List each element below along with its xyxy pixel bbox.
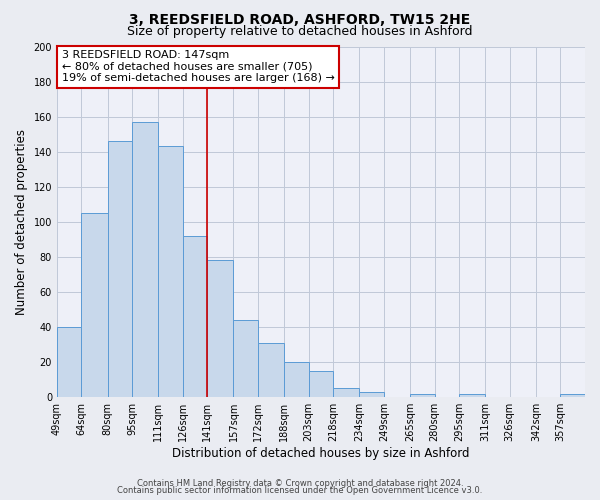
Bar	[284, 362, 308, 397]
Text: Contains public sector information licensed under the Open Government Licence v3: Contains public sector information licen…	[118, 486, 482, 495]
Bar	[107, 141, 132, 397]
Text: 3 REEDSFIELD ROAD: 147sqm
← 80% of detached houses are smaller (705)
19% of semi: 3 REEDSFIELD ROAD: 147sqm ← 80% of detac…	[62, 50, 335, 83]
Bar	[132, 122, 158, 397]
Y-axis label: Number of detached properties: Number of detached properties	[15, 129, 28, 315]
Bar	[258, 343, 284, 397]
X-axis label: Distribution of detached houses by size in Ashford: Distribution of detached houses by size …	[172, 447, 470, 460]
Text: Size of property relative to detached houses in Ashford: Size of property relative to detached ho…	[127, 25, 473, 38]
Bar	[82, 213, 107, 397]
Bar	[560, 394, 585, 397]
Bar	[158, 146, 183, 397]
Bar	[459, 394, 485, 397]
Text: Contains HM Land Registry data © Crown copyright and database right 2024.: Contains HM Land Registry data © Crown c…	[137, 478, 463, 488]
Bar	[233, 320, 258, 397]
Bar	[410, 394, 434, 397]
Bar	[57, 327, 82, 397]
Text: 3, REEDSFIELD ROAD, ASHFORD, TW15 2HE: 3, REEDSFIELD ROAD, ASHFORD, TW15 2HE	[130, 12, 470, 26]
Bar	[308, 371, 333, 397]
Bar	[359, 392, 384, 397]
Bar	[208, 260, 233, 397]
Bar	[333, 388, 359, 397]
Bar	[183, 236, 208, 397]
